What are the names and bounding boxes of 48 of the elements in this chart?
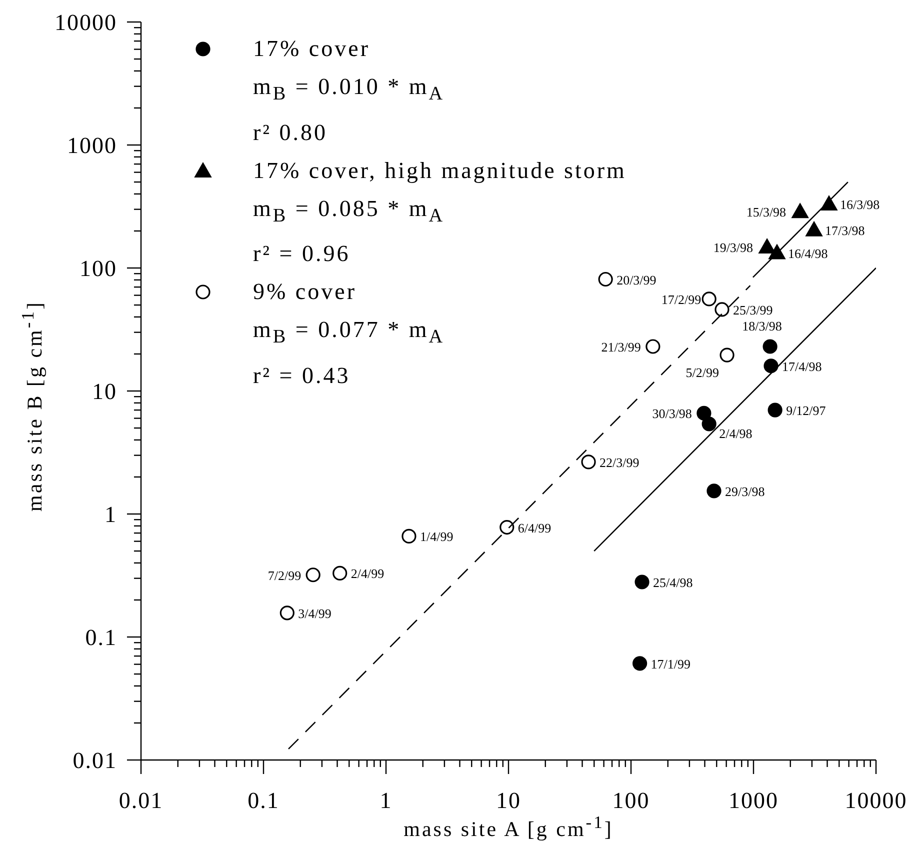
data-label: 17/3/98 (825, 222, 865, 238)
legend-label: 17% cover, high magnitude storm (253, 156, 626, 185)
x-tick-label: 100 (612, 788, 650, 813)
annotation: r² = 0.43 (253, 362, 350, 388)
data-label: 25/4/98 (653, 575, 693, 590)
data-label: 7/2/99 (268, 568, 302, 583)
x-tick-label: 10 (496, 788, 521, 813)
data-label: 9/12/97 (786, 403, 826, 418)
annotation: r² = 0.96 (253, 241, 350, 266)
y-tick-label: 10000 (54, 10, 117, 35)
x-tick-label: 0.1 (248, 788, 280, 813)
x-axis-title: mass site A [g cm$^{-1}$] (404, 812, 614, 841)
data-label: 18/3/98 (742, 318, 782, 334)
data-label: 15/3/98 (746, 204, 786, 220)
data-label: 3/4/99 (298, 606, 332, 621)
x-tick-label: 0.01 (118, 788, 164, 813)
x-tick-label: 1 (380, 788, 392, 813)
legend-label: 9% cover (253, 278, 356, 306)
x-tick-label: 10000 (844, 788, 908, 813)
data-label: 29/3/98 (725, 484, 765, 499)
data-label: 1/4/99 (420, 529, 454, 544)
data-label: 19/3/98 (713, 240, 754, 256)
data-label: 2/4/99 (350, 566, 384, 582)
y-tick-label: 0.01 (72, 748, 117, 773)
legend-label: 17% cover (253, 35, 370, 63)
annotation: m$_{B}$ = 0.010 * m$_{A}$ (253, 74, 445, 105)
y-tick-label: 100 (80, 256, 117, 281)
data-label: 2/4/98 (719, 426, 752, 441)
data-label: 6/4/99 (518, 520, 552, 536)
annotation: r² 0.80 (253, 120, 328, 145)
annotation: m$_{B}$ = 0.085 * m$_{A}$ (253, 196, 445, 226)
annotation: m$_{B}$ = 0.077 * m$_{A}$ (253, 317, 445, 348)
data-label: 17/4/98 (782, 358, 822, 374)
y-tick-label: 1000 (67, 133, 117, 158)
x-tick-label: 1000 (728, 788, 778, 813)
data-label: 22/3/99 (600, 454, 640, 470)
data-label: 16/4/98 (788, 246, 828, 261)
data-label: 16/3/98 (840, 197, 880, 212)
data-label: 21/3/99 (601, 340, 641, 355)
data-label: 5/2/99 (686, 365, 720, 380)
data-label: 30/3/98 (652, 406, 692, 422)
y-tick-label: 0.1 (85, 625, 117, 650)
data-label: 17/1/99 (650, 656, 691, 672)
y-tick-label: 1 (104, 502, 117, 527)
data-label: 25/3/99 (732, 302, 773, 318)
y-tick-label: 10 (92, 379, 117, 404)
data-label: 20/3/99 (616, 272, 656, 288)
data-label: 17/2/99 (661, 292, 702, 307)
